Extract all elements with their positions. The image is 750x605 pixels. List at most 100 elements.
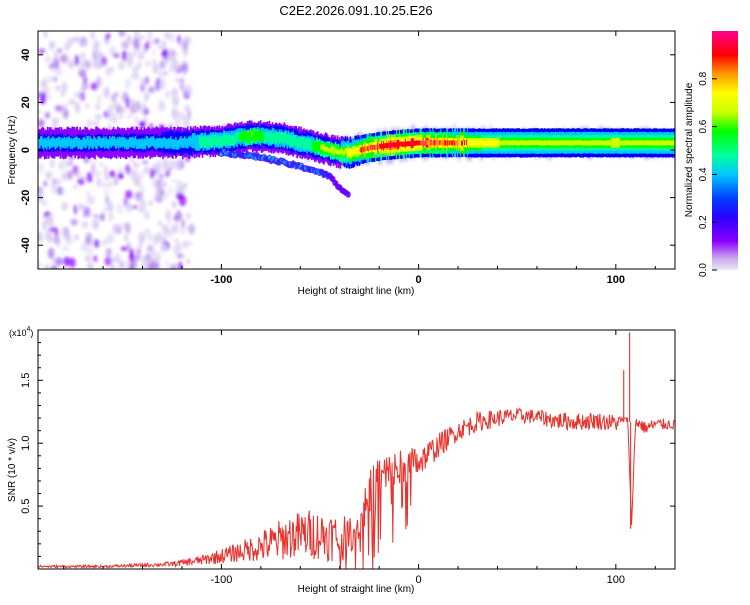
spectrogram-ridge-cell [448, 140, 450, 146]
spectrogram-ridge-cell [120, 136, 123, 147]
spectrogram-ridge-cell [530, 140, 532, 145]
spectrogram-noise-blob [58, 161, 62, 171]
spectrogram-ridge-cell [435, 140, 437, 145]
spectrogram-ridge-cell [384, 143, 386, 149]
spectrogram-ridge-cell [139, 139, 142, 149]
spectrogram-noise-blob [90, 82, 98, 91]
spectrogram-noise-blob [46, 237, 54, 243]
spectrogram-ridge-cell [255, 130, 258, 141]
spectrogram-noise-blob [101, 56, 107, 67]
spectrogram-ridge-cell [594, 140, 596, 146]
spectrogram-ridge-cell [368, 145, 370, 150]
colorbar-tick-label: 0.8 [698, 71, 709, 85]
spectrogram-ridge-cell [251, 131, 253, 137]
spectrogram-ridge-cell [396, 142, 399, 148]
spectrogram-ridge-cell [208, 136, 211, 147]
spectrogram-ridge-cell [630, 140, 633, 146]
spectrogram-ridge-cell [554, 140, 557, 146]
spectrogram-ridge-cell [124, 137, 127, 148]
spectrogram-noise-blob [50, 158, 55, 169]
spectrogram-ridge-cell [146, 136, 149, 146]
spectrogram-ridge-cell [258, 132, 261, 142]
spectrogram-noise-blob [54, 85, 61, 91]
spectrogram-noise-blob [174, 188, 181, 195]
spectrogram-ridge-cell [456, 140, 458, 146]
spectrogram-ridge-cell [656, 140, 658, 146]
spectrogram-noise-blob [39, 93, 47, 105]
spectrogram-ridge-cell [205, 136, 208, 146]
spectrogram-ridge-cell [533, 140, 535, 146]
spectrogram-ridge-cell [615, 140, 618, 145]
spectrogram-ridge-cell [41, 136, 43, 146]
spectrogram-ridge-cell [529, 140, 531, 146]
spectrogram-ridge-cell [246, 132, 248, 143]
spectrogram-ridge-cell [158, 138, 160, 148]
spectrogram-ridge-cell [273, 133, 276, 144]
spectrogram-ridge-cell [347, 151, 350, 156]
spectrogram-noise-blob [47, 247, 55, 259]
spectrogram-noise-blob [181, 240, 190, 247]
spectrogram-ridge-cell [528, 140, 530, 146]
spectrogram-ridge-cell [292, 136, 294, 147]
spectrogram-ridge-cell [191, 138, 194, 148]
spectrogram-ridge-cell [306, 138, 308, 149]
spectrogram-ridge-cell [576, 140, 578, 146]
spectrogram-ridge-cell [330, 146, 333, 156]
spectrogram-ridge-cell [325, 146, 328, 152]
spectrogram-ridge-cell [491, 140, 494, 145]
spectrogram-ridge-cell [119, 138, 122, 148]
spectrogram-ridge-cell [88, 140, 90, 150]
spectrogram-ridge-cell [229, 135, 231, 145]
spectrogram-ridge-cell [642, 140, 645, 146]
spectrogram-noise-blob [111, 94, 115, 103]
spectrogram-noise-blob [92, 57, 98, 70]
spectrogram-ridge-cell [593, 140, 595, 145]
spectrogram-ridge-cell [40, 136, 42, 146]
spectrogram-ridge-cell [140, 139, 143, 149]
y-tick-label: 40 [20, 49, 32, 61]
spectrogram-ridge-cell [89, 136, 91, 146]
spectrogram-noise-blob [120, 106, 126, 114]
spectrogram-ridge-cell [416, 140, 419, 146]
spectrogram-noise-blob [133, 161, 140, 170]
spectrogram-ridge-cell [113, 136, 116, 147]
spectrogram-ridge-cell [155, 139, 157, 150]
spectrogram-noise-blob [168, 166, 173, 171]
spectrogram-noise-blob [107, 111, 111, 123]
spectrogram-noise-blob [120, 246, 128, 251]
spectrogram-ridge-cell [145, 136, 148, 146]
spectrogram-ridge-cell [598, 140, 600, 145]
spectrogram-ridge-cell [200, 136, 203, 147]
spectrogram-ridge-cell [108, 140, 110, 150]
spectrogram-noise-blob [45, 87, 50, 93]
spectrogram-ridge-cell [309, 138, 311, 149]
spectrogram-ridge-cell [106, 138, 108, 148]
spectrogram-noise-blob [129, 265, 134, 269]
spectrogram-ridge-cell [344, 148, 347, 153]
spectrogram-ridge-cell [126, 139, 129, 149]
spectrogram-ridge-cell [397, 142, 400, 147]
spectrogram-ridge-cell [468, 140, 471, 146]
spectrogram-noise-blob [174, 119, 181, 129]
spectrogram-ridge-cell [406, 141, 409, 146]
spectrogram-ridge-cell [525, 140, 527, 146]
spectrogram-noise-blob [98, 162, 105, 167]
spectrogram-ridge-cell [604, 140, 606, 146]
spectrogram-noise-blob [158, 61, 166, 70]
spectrogram-noise-blob [38, 48, 46, 55]
spectrogram-ridge-cell [245, 131, 247, 141]
snr-panel: -100 0 100 0.5 1.0 1.5 (x104) Height of stra… [7, 326, 676, 595]
spectrogram-ridge-cell [542, 140, 545, 146]
spectrogram-ridge-cell [92, 139, 94, 150]
spectrogram-ridge-cell [650, 140, 652, 146]
spectrogram-ridge-cell [647, 140, 649, 146]
spectrogram-ridge-cell [422, 140, 425, 145]
spectrogram-ridge-cell [425, 140, 428, 146]
spectrogram-noise-blob [125, 163, 131, 175]
spectrogram-ridge-cell [125, 140, 128, 150]
spectrogram-ridge-cell [578, 140, 580, 145]
spectrogram-ridge-cell [360, 147, 362, 153]
spectrogram-noise-blob [61, 157, 69, 170]
spectrogram-ridge-cell [279, 132, 282, 142]
spectrogram-ridge-cell [590, 140, 592, 146]
